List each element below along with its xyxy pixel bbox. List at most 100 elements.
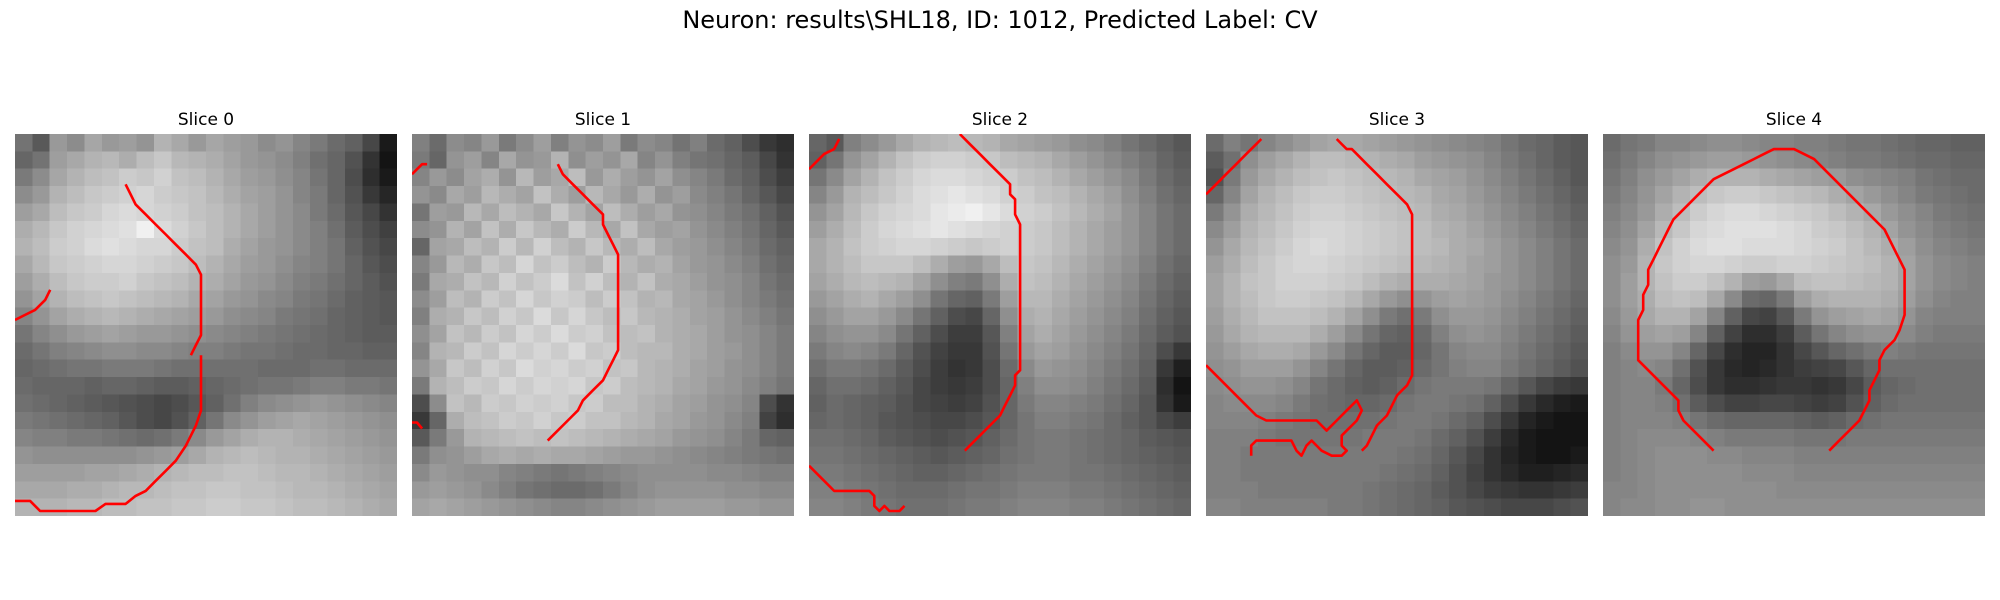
pixel [206,151,224,169]
pixel [1328,238,1346,256]
pixel [1035,464,1053,482]
pixel [1397,499,1415,516]
pixel [1742,342,1760,360]
pixel [171,186,189,204]
pixel [189,221,207,239]
pixel [1174,273,1191,291]
pixel [551,499,569,516]
pixel [328,377,346,395]
pixel [102,481,120,499]
pixel [1345,308,1363,326]
pixel [1104,394,1122,412]
pixel [1707,394,1725,412]
pixel [102,169,120,187]
pixel [1206,481,1224,499]
pixel [1553,308,1571,326]
pixel [913,273,931,291]
pixel [861,290,879,308]
pixel [516,238,534,256]
pixel [809,447,827,465]
pixel [1397,394,1415,412]
pixel [844,360,862,378]
pixel [1104,447,1122,465]
pixel [672,342,690,360]
pixel [464,412,482,430]
pixel [1672,447,1690,465]
pixel [1258,325,1276,343]
pixel [1293,464,1311,482]
pixel [931,238,949,256]
pixel [362,464,380,482]
pixel [1174,221,1191,239]
pixel [1258,429,1276,447]
pixel [241,429,259,447]
pixel [1916,394,1934,412]
pixel [310,360,328,378]
pixel [759,325,777,343]
pixel [1035,429,1053,447]
pixel [1017,447,1035,465]
pixel [1519,325,1537,343]
pixel [1087,499,1105,516]
pixel [826,221,844,239]
pixel [32,134,50,152]
pixel [1811,221,1829,239]
pixel [189,186,207,204]
pixel [189,273,207,291]
pixel [965,186,983,204]
pixel [1466,134,1484,152]
pixel [1432,290,1450,308]
pixel [861,377,879,395]
pixel [1794,429,1812,447]
pixel [154,429,172,447]
pixel [447,377,465,395]
pixel [1069,203,1087,221]
pixel [1863,325,1881,343]
pixel [534,308,552,326]
pixel [1449,447,1467,465]
pixel [499,464,517,482]
pixel [1432,186,1450,204]
pixel [137,464,155,482]
pixel [362,169,380,187]
pixel [516,273,534,291]
pixel [206,238,224,256]
pixel [826,273,844,291]
pixel [861,256,879,274]
pixel [119,238,137,256]
pixel [84,360,102,378]
pixel [1638,377,1656,395]
pixel [1258,377,1276,395]
pixel [759,186,777,204]
pixel [1069,325,1087,343]
pixel [223,221,241,239]
pixel [1104,186,1122,204]
pixel [861,186,879,204]
pixel [380,464,397,482]
pixel [412,481,430,499]
pixel [1933,256,1951,274]
pixel [826,186,844,204]
pixel [516,151,534,169]
pixel [844,429,862,447]
pixel [362,499,380,516]
pixel [1414,377,1432,395]
pixel [1087,394,1105,412]
pixel [1690,203,1708,221]
pixel [1846,377,1864,395]
pixel [1466,238,1484,256]
pixel [1397,481,1415,499]
pixel [137,221,155,239]
pixel [690,290,708,308]
pixel [1069,377,1087,395]
pixel [1328,134,1346,152]
pixel [50,429,68,447]
pixel [638,447,656,465]
pixel [1638,203,1656,221]
pixel [1484,134,1502,152]
pixel [1087,481,1105,499]
pixel [826,394,844,412]
pixel [1000,308,1018,326]
pixel [826,499,844,516]
pixel [1829,464,1847,482]
